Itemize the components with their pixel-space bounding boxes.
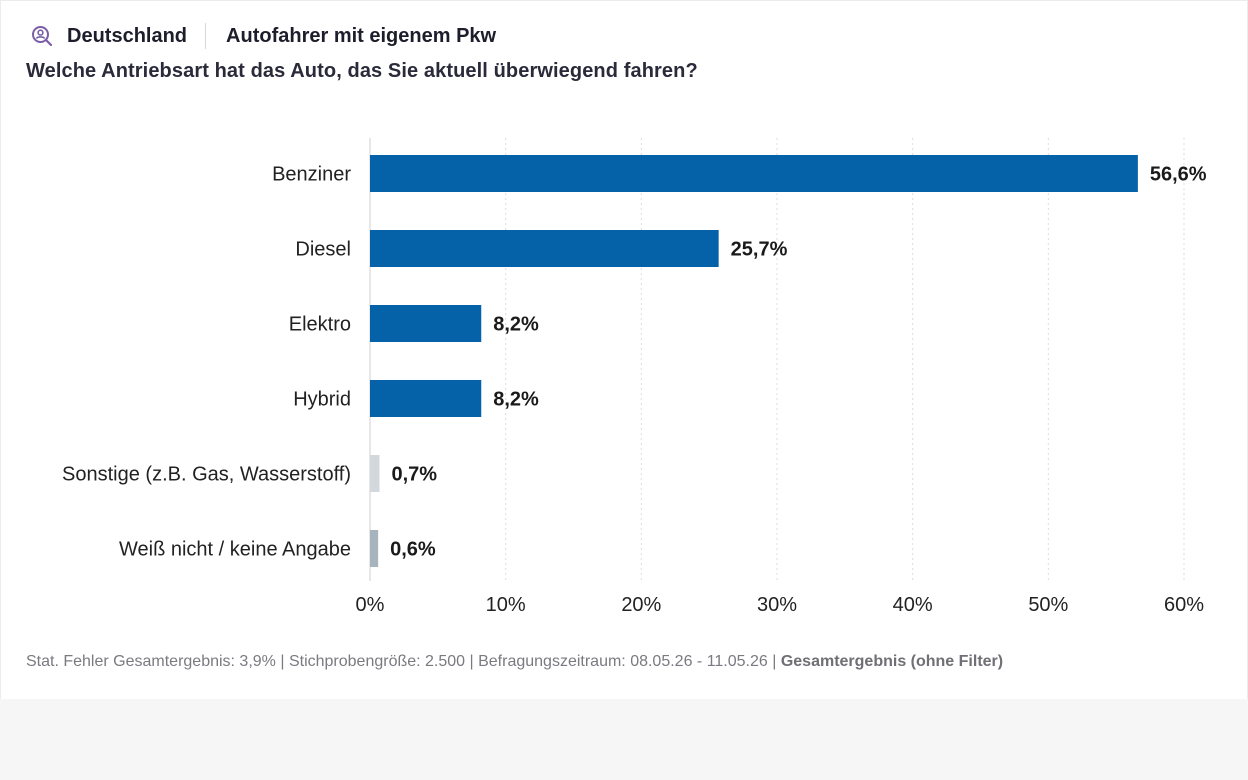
footnote-text: Stat. Fehler Gesamtergebnis: 3,9% | Stic… xyxy=(26,653,781,670)
filter-bar: Deutschland Autofahrer mit eigenem Pkw xyxy=(31,22,496,50)
bar[interactable] xyxy=(370,530,379,567)
bar[interactable] xyxy=(370,380,482,417)
category-label: Elektro xyxy=(289,314,351,336)
country-label[interactable]: Deutschland xyxy=(67,24,188,47)
value-label: 8,2% xyxy=(493,314,539,336)
x-tick-label: 20% xyxy=(621,594,661,616)
bar-chart: Benziner 56,6% Diesel 25,7% Elektro 8,2% Hybri… xyxy=(62,138,1207,616)
value-label: 0,6% xyxy=(390,539,436,561)
x-tick-label: 40% xyxy=(893,594,933,616)
bar[interactable] xyxy=(370,305,482,342)
x-tick-label: 50% xyxy=(1028,594,1068,616)
category-label: Weiß nicht / keine Angabe xyxy=(119,539,351,561)
category-label: Hybrid xyxy=(293,389,351,411)
x-tick-label: 10% xyxy=(486,594,526,616)
value-label: 56,6% xyxy=(1150,164,1207,186)
value-label: 8,2% xyxy=(493,389,539,411)
bar[interactable] xyxy=(370,230,719,267)
x-tick-label: 60% xyxy=(1164,594,1204,616)
x-tick-label: 30% xyxy=(757,594,797,616)
category-label: Benziner xyxy=(272,164,351,186)
bar[interactable] xyxy=(370,455,380,492)
divider xyxy=(205,23,207,49)
chart-card: Deutschland Autofahrer mit eigenem Pkw W… xyxy=(0,0,1248,699)
category-label: Diesel xyxy=(295,239,351,261)
question-title: Welche Antriebsart hat das Auto, das Sie… xyxy=(26,60,698,82)
value-label: 0,7% xyxy=(391,464,437,486)
page-footer-area xyxy=(0,699,1248,780)
x-tick-label: 0% xyxy=(356,594,385,616)
bar[interactable] xyxy=(370,155,1138,192)
value-label: 25,7% xyxy=(731,239,788,261)
filter-status: Gesamtergebnis (ohne Filter) xyxy=(780,653,1004,670)
search-person-icon[interactable] xyxy=(31,25,53,47)
category-label: Sonstige (z.B. Gas, Wasserstoff) xyxy=(62,464,351,486)
footnote: Stat. Fehler Gesamtergebnis: 3,9% | Stic… xyxy=(26,653,1003,671)
target-group-label[interactable]: Autofahrer mit eigenem Pkw xyxy=(226,24,497,47)
